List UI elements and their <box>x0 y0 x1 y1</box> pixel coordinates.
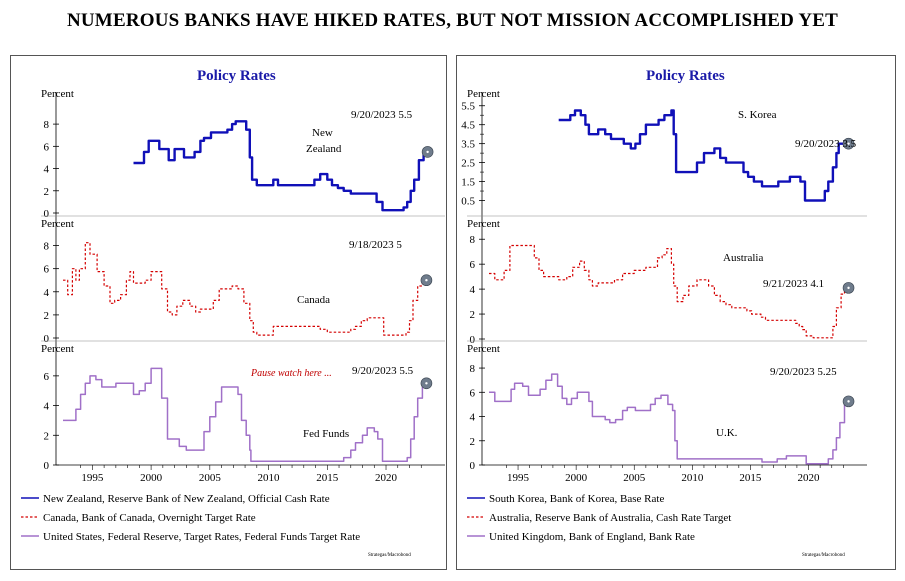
x-tick-label: 2005 <box>199 472 222 484</box>
series-line <box>63 242 423 336</box>
y-axis-unit: Percent <box>467 343 500 355</box>
y-axis-unit: Percent <box>41 218 74 230</box>
last-value-label: 9/20/2023 5.25 <box>770 366 837 378</box>
last-value-label: 9/20/2023 5.5 <box>351 109 413 121</box>
last-value-marker-dot <box>847 142 850 145</box>
right-chart-panel: Policy Rates Percent 0.5 1.5 2.5 3.5 4.5 5.5 9/2… <box>456 55 896 570</box>
x-tick-label: 2000 <box>140 472 163 484</box>
legend-label: Canada, Bank of Canada, Overnight Target… <box>43 512 256 524</box>
series-line <box>63 367 424 463</box>
y-tick-label: 4 <box>44 164 50 176</box>
source-credit: Strategas/Macrobond <box>368 553 411 558</box>
legend-label: United Kingdom, Bank of England, Bank Ra… <box>489 531 695 543</box>
y-tick-label: 0 <box>44 333 50 345</box>
x-tick-label: 1995 <box>507 472 530 484</box>
y-tick-label: 6 <box>44 264 50 276</box>
x-tick-label: 2010 <box>681 472 704 484</box>
pause-note: Pause watch here ... <box>250 368 332 379</box>
series-line <box>489 244 846 339</box>
legend-label: New Zealand, Reserve Bank of New Zealand… <box>43 493 330 505</box>
y-tick-label: 4.5 <box>461 120 475 132</box>
legend-label: South Korea, Bank of Korea, Base Rate <box>489 493 664 505</box>
y-tick-label: 0 <box>470 460 476 472</box>
y-tick-label: 2 <box>44 430 50 442</box>
y-axis-unit: Percent <box>41 88 74 100</box>
series-label: Canada <box>297 294 330 306</box>
panel-title: Policy Rates <box>197 68 276 84</box>
last-value-marker-dot <box>847 286 850 290</box>
y-tick-label: 3.5 <box>461 139 475 151</box>
series-label: Zealand <box>306 143 342 155</box>
x-tick-label: 2020 <box>375 472 398 484</box>
y-tick-label: 8 <box>470 234 476 246</box>
left-chart-panel: Policy Rates Percent 0 2 4 6 8 9/20/2023 5.5 New… <box>10 55 447 570</box>
series-label: New <box>312 127 333 139</box>
y-tick-label: 6 <box>470 259 476 271</box>
y-tick-label: 4 <box>470 284 476 296</box>
series-label: Australia <box>723 252 763 264</box>
x-tick-label: 1995 <box>81 472 104 484</box>
x-tick-label: 2005 <box>623 472 646 484</box>
legend-label: Australia, Reserve Bank of Australia, Ca… <box>489 512 731 524</box>
y-tick-label: 4 <box>470 412 476 424</box>
y-tick-label: 0 <box>44 460 50 472</box>
y-tick-label: 0 <box>44 208 50 220</box>
y-tick-label: 2 <box>44 186 50 198</box>
x-tick-label: 2015 <box>739 472 762 484</box>
y-tick-label: 2 <box>44 310 50 322</box>
last-value-marker-dot <box>426 150 429 154</box>
y-tick-label: 2.5 <box>461 158 475 170</box>
y-tick-label: 5.5 <box>461 101 475 113</box>
source-credit: Strategas/Macrobond <box>802 553 845 558</box>
y-tick-label: 0.5 <box>461 196 475 208</box>
last-value-marker-dot <box>847 400 850 403</box>
y-axis-unit: Percent <box>41 343 74 355</box>
last-value-label: 9/20/2023 5.5 <box>352 365 414 377</box>
x-tick-label: 2000 <box>565 472 588 484</box>
y-tick-label: 6 <box>44 371 50 383</box>
series-label: Fed Funds <box>303 428 349 440</box>
y-tick-label: 4 <box>44 401 50 413</box>
page-title: NUMEROUS BANKS HAVE HIKED RATES, BUT NOT… <box>66 10 839 31</box>
y-axis-unit: Percent <box>467 218 500 230</box>
y-tick-label: 8 <box>44 241 50 253</box>
x-tick-label: 2015 <box>316 472 339 484</box>
series-label: S. Korea <box>738 109 777 121</box>
y-tick-label: 1.5 <box>461 177 475 189</box>
series-line <box>133 120 425 212</box>
y-tick-label: 0 <box>470 334 476 346</box>
last-value-label: 9/18/2023 5 <box>349 239 402 251</box>
x-tick-label: 2010 <box>258 472 281 484</box>
y-tick-label: 2 <box>470 436 476 448</box>
y-tick-label: 8 <box>470 363 476 375</box>
series-label: U.K. <box>716 427 738 439</box>
y-tick-label: 8 <box>44 119 50 131</box>
series-line <box>489 373 846 465</box>
last-value-marker-dot <box>425 279 428 282</box>
panel-title: Policy Rates <box>646 68 725 84</box>
y-tick-label: 2 <box>470 309 476 321</box>
series-line <box>558 109 845 202</box>
y-tick-label: 6 <box>44 141 50 153</box>
y-tick-label: 6 <box>470 387 476 399</box>
y-tick-label: 4 <box>44 287 50 299</box>
last-value-label: 9/20/2023 3.5 <box>795 138 857 150</box>
right-chart-svg: Policy Rates Percent 0.5 1.5 2.5 3.5 4.5 5.5 9/2… <box>461 68 867 558</box>
last-value-marker-dot <box>425 382 428 385</box>
legend-label: United States, Federal Reserve, Target R… <box>43 531 360 543</box>
last-value-label: 9/21/2023 4.1 <box>763 278 824 290</box>
x-tick-label: 2020 <box>798 472 821 484</box>
y-axis-unit: Percent <box>467 88 500 100</box>
